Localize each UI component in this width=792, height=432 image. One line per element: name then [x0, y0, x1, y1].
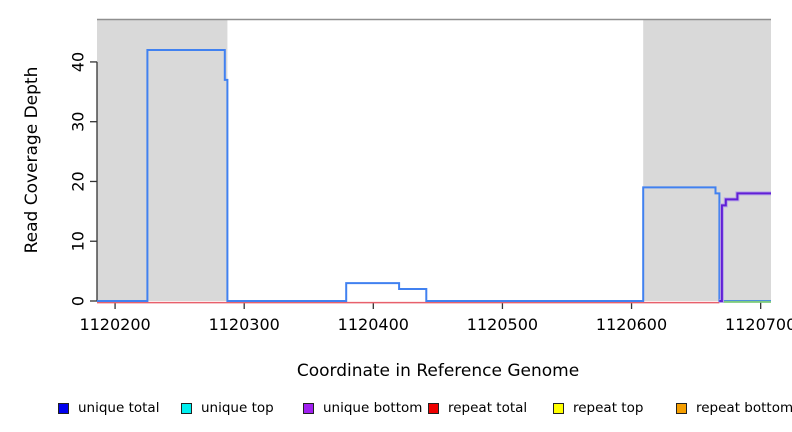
- series-unique-total-line: [97, 49, 771, 302]
- legend-item-repeat-total: repeat total: [428, 398, 527, 418]
- y-tick-label: 40: [69, 52, 88, 72]
- legend-item-unique-total: unique total: [58, 398, 159, 418]
- shaded-region: [97, 20, 228, 301]
- legend-swatch-unique-total: [58, 402, 69, 414]
- legend-label: repeat total: [448, 400, 528, 416]
- x-axis-label: Coordinate in Reference Genome: [296, 361, 580, 381]
- y-tick-label: 0: [69, 296, 88, 306]
- x-tick-label: 1120600: [596, 315, 667, 334]
- legend-item-repeat-bottom: repeat bottom: [676, 398, 792, 418]
- x-tick-label: 1120700: [725, 315, 792, 334]
- legend-swatch-unique-bottom: [303, 402, 314, 414]
- legend: unique total unique top unique bottom repea…: [0, 398, 792, 422]
- y-axis-label: Read Coverage Depth: [22, 66, 42, 254]
- x-tick-label: 1120300: [209, 315, 280, 334]
- y-tick-label: 10: [69, 231, 88, 251]
- shaded-region: [643, 20, 771, 301]
- x-tick-label: 1120500: [467, 315, 538, 334]
- legend-label: unique top: [201, 400, 274, 416]
- legend-swatch-unique-top: [181, 402, 192, 414]
- y-tick-label: 30: [69, 112, 88, 132]
- legend-item-unique-bottom: unique bottom: [303, 398, 422, 418]
- legend-label: repeat top: [573, 400, 644, 416]
- legend-label: repeat bottom: [696, 400, 792, 416]
- legend-item-repeat-top: repeat top: [553, 398, 643, 418]
- series-unique-bottom-line: [719, 192, 771, 302]
- legend-label: unique total: [78, 400, 160, 416]
- legend-swatch-repeat-bottom: [676, 402, 687, 414]
- legend-label: unique bottom: [323, 400, 423, 416]
- legend-swatch-repeat-top: [553, 402, 564, 414]
- y-tick-label: 20: [69, 171, 88, 191]
- x-tick-label: 1120200: [79, 315, 150, 334]
- legend-swatch-repeat-total: [428, 402, 439, 414]
- x-tick-label: 1120400: [338, 315, 409, 334]
- legend-item-unique-top: unique top: [181, 398, 274, 418]
